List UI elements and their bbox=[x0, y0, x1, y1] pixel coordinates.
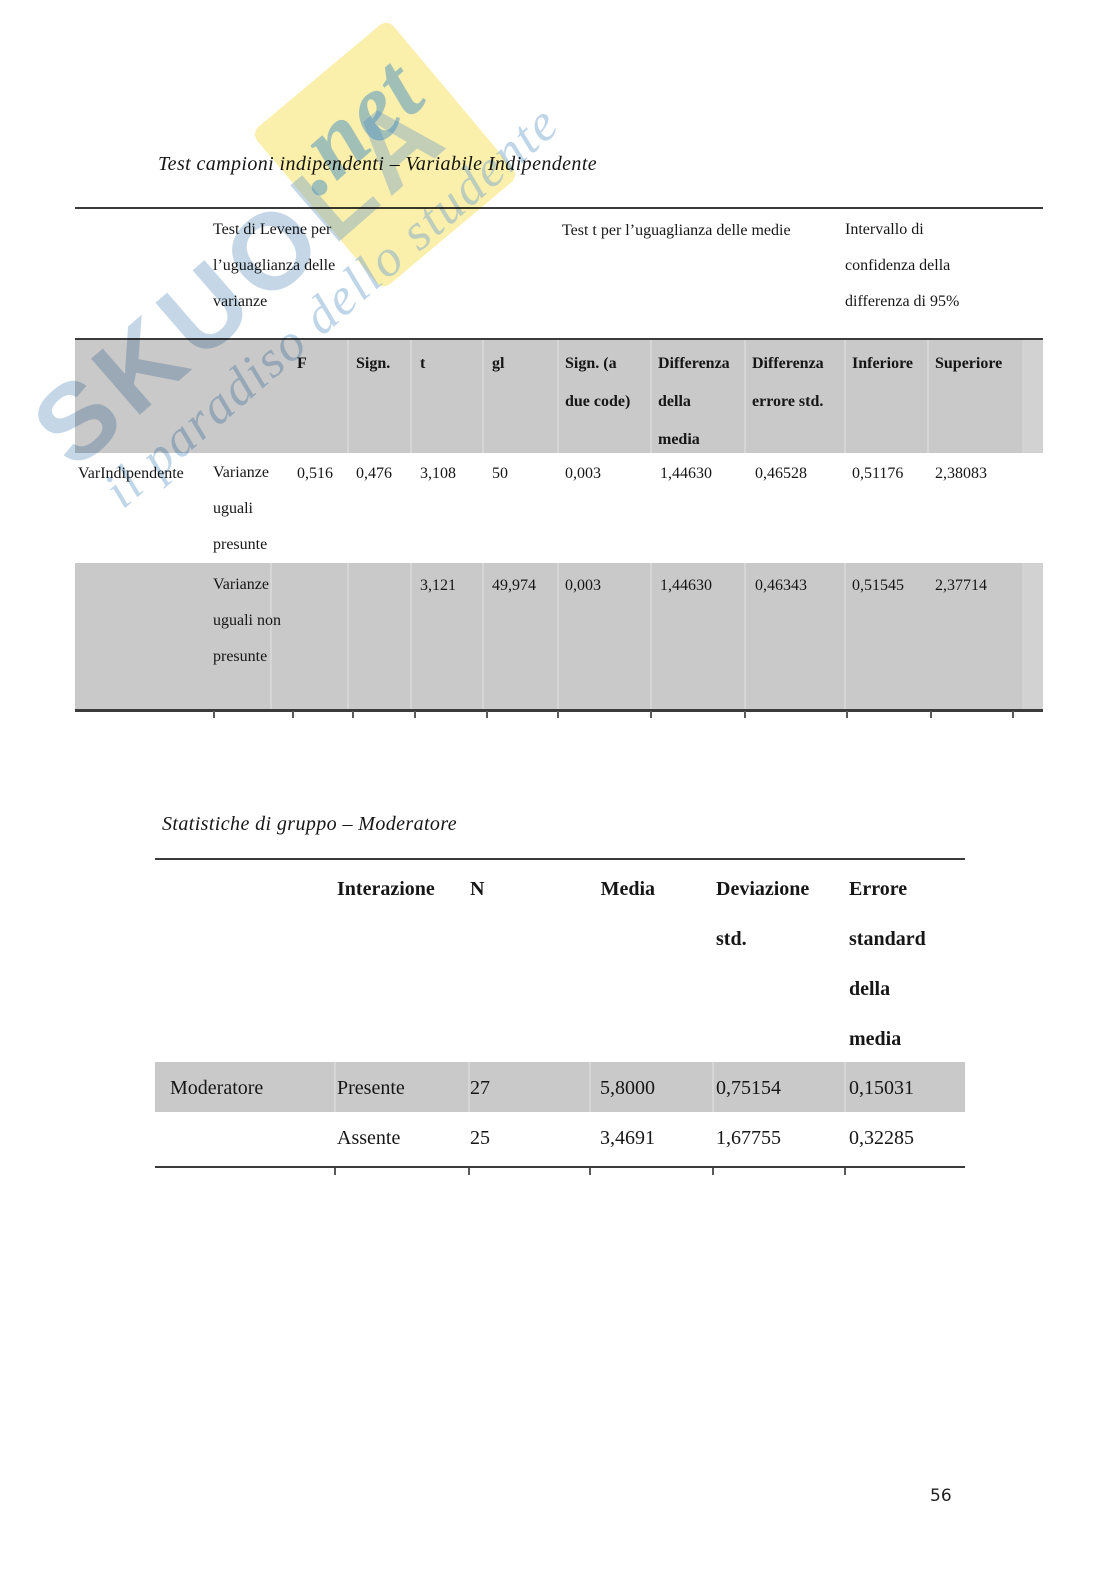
table1-col-header-sign: Sign. bbox=[356, 355, 391, 372]
column-tick bbox=[468, 1168, 470, 1175]
column-separator bbox=[744, 340, 746, 453]
table-cell: 25 bbox=[470, 1127, 490, 1149]
column-separator bbox=[468, 1062, 470, 1112]
table2-row-label: Moderatore bbox=[170, 1077, 264, 1099]
table2-row1-band bbox=[155, 1062, 965, 1112]
table-cell: 0,75154 bbox=[716, 1077, 781, 1099]
column-tick bbox=[334, 1168, 336, 1175]
table-cell: 1,67755 bbox=[716, 1127, 781, 1149]
column-separator bbox=[650, 563, 652, 709]
table-cell: 49,974 bbox=[492, 577, 536, 594]
table1-group-header-ci: Intervallo di confidenza della differenz… bbox=[845, 221, 960, 310]
table-cell: 1,44630 bbox=[660, 577, 712, 594]
table-cell: 0,003 bbox=[565, 465, 601, 482]
column-separator bbox=[927, 340, 929, 453]
column-separator bbox=[650, 340, 652, 453]
table2-bottom-rule bbox=[155, 1166, 965, 1168]
column-separator bbox=[1022, 340, 1043, 453]
table-cell: 0,51545 bbox=[852, 577, 904, 594]
table1-group-header-levene: Test di Levene per l’uguaglianza delle v… bbox=[213, 221, 336, 310]
table1-col-header-f: F bbox=[297, 355, 307, 372]
table-cell: 0,46528 bbox=[755, 465, 807, 482]
table2-col-header-media: Media bbox=[600, 878, 655, 900]
column-separator bbox=[410, 340, 412, 453]
column-separator bbox=[334, 1062, 336, 1112]
column-separator bbox=[712, 1062, 714, 1112]
table1-row-label: VarIndipendente bbox=[78, 465, 184, 482]
column-separator bbox=[482, 563, 484, 709]
column-separator bbox=[589, 1062, 591, 1112]
column-separator bbox=[557, 340, 559, 453]
table-cell: 0,46343 bbox=[755, 577, 807, 594]
table-cell: 27 bbox=[470, 1077, 490, 1099]
table1-col-header-t: t bbox=[420, 355, 426, 372]
column-separator bbox=[844, 563, 846, 709]
column-separator bbox=[482, 340, 484, 453]
page-number: 56 bbox=[930, 1486, 952, 1506]
table-cell: 0,516 bbox=[297, 465, 333, 482]
table2-col-header-errore: Errore standard della media bbox=[849, 878, 926, 1050]
column-separator bbox=[1022, 563, 1043, 709]
column-tick bbox=[844, 1168, 846, 1175]
table1-row2-band bbox=[75, 563, 1043, 709]
column-tick bbox=[213, 711, 215, 718]
column-tick bbox=[930, 711, 932, 718]
table-cell: 1,44630 bbox=[660, 465, 712, 482]
table2-col-header-n: N bbox=[470, 878, 485, 900]
table1-col-header-diff-errore: Differenza errore std. bbox=[752, 355, 824, 410]
table-row-label: Varianze uguali presunte bbox=[213, 464, 269, 553]
column-separator bbox=[270, 563, 272, 709]
column-separator bbox=[410, 563, 412, 709]
table-cell: Presente bbox=[337, 1077, 405, 1099]
column-tick bbox=[486, 711, 488, 718]
column-tick bbox=[557, 711, 559, 718]
column-tick bbox=[1012, 711, 1014, 718]
table-cell: 2,38083 bbox=[935, 465, 987, 482]
table1-header-band bbox=[75, 340, 1043, 453]
column-separator bbox=[844, 340, 846, 453]
table-cell: 0,476 bbox=[356, 465, 392, 482]
table2-col-header-interazione: Interazione bbox=[337, 878, 435, 900]
watermark-net-text: .net bbox=[260, 36, 442, 214]
table-cell: 3,4691 bbox=[600, 1127, 655, 1149]
column-tick bbox=[414, 711, 416, 718]
table-cell: 0,32285 bbox=[849, 1127, 914, 1149]
table1-group-header-ttest: Test t per l’uguaglianza delle medie bbox=[562, 222, 791, 239]
table1-col-header-gl: gl bbox=[492, 355, 505, 372]
table-cell: Assente bbox=[337, 1127, 401, 1149]
column-separator bbox=[347, 563, 349, 709]
table-cell: 0,51176 bbox=[852, 465, 904, 482]
column-tick bbox=[650, 711, 652, 718]
table1-col-header-inferiore: Inferiore bbox=[852, 355, 914, 372]
table-cell: 2,37714 bbox=[935, 577, 987, 594]
column-tick bbox=[292, 711, 294, 718]
column-separator bbox=[744, 563, 746, 709]
table1-bottom-rule bbox=[75, 709, 1043, 712]
table-cell: 5,8000 bbox=[600, 1077, 655, 1099]
table-cell: 3,108 bbox=[420, 465, 456, 482]
table2-col-header-deviazione: Deviazione std. bbox=[716, 878, 810, 950]
table2-title: Statistiche di gruppo – Moderatore bbox=[162, 813, 458, 835]
table2-top-rule bbox=[155, 858, 965, 860]
table-cell: 50 bbox=[492, 465, 508, 482]
column-tick bbox=[589, 1168, 591, 1175]
table1-col-header-superiore: Superiore bbox=[935, 355, 1003, 372]
table-cell: 0,003 bbox=[565, 577, 601, 594]
table1-top-rule bbox=[75, 207, 1043, 209]
table1-mid-rule bbox=[75, 338, 1043, 340]
table-cell: 3,121 bbox=[420, 577, 456, 594]
table-cell: 0,15031 bbox=[849, 1077, 914, 1099]
column-separator bbox=[557, 563, 559, 709]
column-separator bbox=[844, 1062, 846, 1112]
table1-col-header-sign-2code: Sign. (a due code) bbox=[565, 355, 631, 410]
table1-col-header-diff-media: Differenza della media bbox=[658, 355, 730, 448]
column-tick bbox=[846, 711, 848, 718]
table-row-label: Varianze uguali non presunte bbox=[213, 576, 281, 665]
column-tick bbox=[744, 711, 746, 718]
column-separator bbox=[347, 340, 349, 453]
column-tick bbox=[352, 711, 354, 718]
column-tick bbox=[712, 1168, 714, 1175]
table1-title: Test campioni indipendenti – Variabile I… bbox=[158, 153, 598, 175]
